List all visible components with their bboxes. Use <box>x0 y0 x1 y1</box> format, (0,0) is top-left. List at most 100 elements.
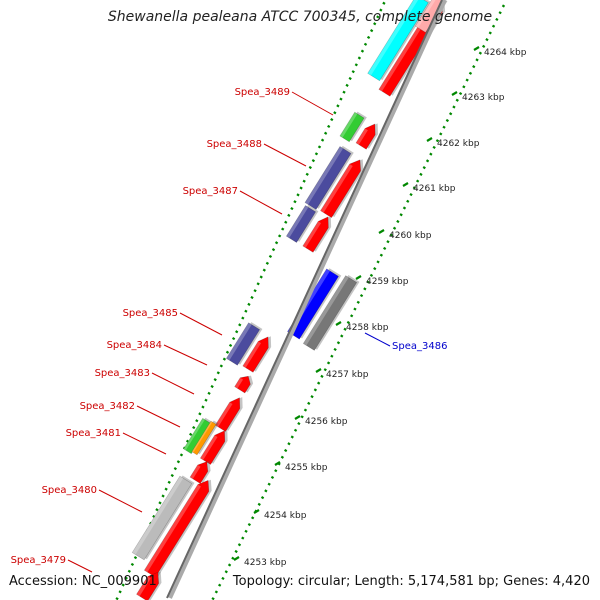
gc-tick <box>307 401 311 405</box>
gc-tick <box>213 378 217 382</box>
scale-tick <box>315 368 322 373</box>
gc-tick <box>179 453 184 457</box>
gc-tick <box>458 91 463 96</box>
gc-tick <box>373 267 377 271</box>
gc-tick <box>330 354 334 358</box>
feature-track <box>131 0 448 600</box>
gc-tick <box>363 287 367 291</box>
gene-label-spea-3488[interactable]: Spea_3488 <box>207 139 307 167</box>
backbone-line <box>166 0 443 599</box>
gc-tick <box>396 219 400 224</box>
gc-tick <box>219 364 223 368</box>
gc-tick <box>270 475 275 480</box>
gc-tick <box>351 70 355 74</box>
gc-tick <box>323 368 327 372</box>
svg-text:Spea_3484: Spea_3484 <box>107 340 162 351</box>
gc-tick <box>376 260 380 264</box>
scale-tick-label: 4263 kbp <box>462 93 505 103</box>
gc-tick <box>277 234 282 238</box>
gc-tick <box>189 432 193 436</box>
scale-tick-label: 4259 kbp <box>366 277 409 287</box>
gc-tick <box>280 455 285 459</box>
cds-3481 <box>189 461 211 484</box>
gene-label-spea-3487[interactable]: Spea_3487 <box>183 186 283 215</box>
gc-tick <box>498 11 502 15</box>
gc-tick <box>336 341 341 345</box>
purple-feature-3488 <box>304 145 354 210</box>
svg-text:Spea_3479: Spea_3479 <box>11 555 66 566</box>
gc-tick <box>260 496 265 500</box>
gc-tick <box>317 381 321 385</box>
lightgray-feature-3480 <box>131 475 195 561</box>
cds-3482 <box>199 430 228 465</box>
gc-tick <box>251 516 255 520</box>
gc-tick <box>432 145 436 150</box>
gene-label-spea-3480[interactable]: Spea_3480 <box>42 485 143 513</box>
gc-tick <box>237 543 242 547</box>
gc-tick <box>360 49 365 53</box>
purple-feature-3487 <box>285 204 319 243</box>
scale-tick <box>402 182 409 187</box>
gc-tick <box>366 35 371 40</box>
gc-tick <box>167 480 171 484</box>
gc-tick <box>333 347 337 352</box>
gc-tick <box>311 159 316 163</box>
gc-tick <box>267 482 271 486</box>
gc-tick <box>231 556 235 560</box>
gc-tick <box>222 357 227 361</box>
gc-tick <box>224 570 228 574</box>
cds-3480 <box>143 479 212 578</box>
scale-tick <box>355 275 362 280</box>
green-feature-3482 <box>183 417 214 455</box>
gc-tick <box>495 17 499 22</box>
scale-tick <box>451 91 458 96</box>
gene-label-spea-3485[interactable]: Spea_3485 <box>123 308 223 336</box>
gc-tick <box>402 206 407 210</box>
gc-tick <box>244 529 248 533</box>
gc-tick <box>192 425 196 430</box>
gc-tick <box>425 159 430 163</box>
gc-tick <box>336 104 340 108</box>
genome-backbone <box>166 0 447 599</box>
gc-tick <box>303 408 308 412</box>
gene-label-spea-3486[interactable]: Spea_3486 <box>364 332 447 352</box>
gc-tick <box>247 522 252 527</box>
gc-tick <box>416 179 420 183</box>
svg-text:Spea_3481: Spea_3481 <box>66 428 121 439</box>
accession-text: Accession: NC_009901 <box>9 574 157 589</box>
gc-tick <box>198 412 202 416</box>
gc-tick <box>354 63 358 67</box>
gc-tick <box>383 246 387 251</box>
scale-tick <box>335 321 342 326</box>
gc-tick <box>359 293 364 298</box>
gene-label-spea-3482[interactable]: Spea_3482 <box>80 401 181 428</box>
gc-tick <box>257 502 261 506</box>
gene-label-spea-3483[interactable]: Spea_3483 <box>95 368 195 395</box>
gc-tick <box>412 186 416 190</box>
gene-label-spea-3489[interactable]: Spea_3489 <box>235 87 334 116</box>
scale-tick-label: 4257 kbp <box>326 370 369 380</box>
scale-tick <box>473 46 480 51</box>
gc-tick <box>262 268 266 272</box>
gc-tick <box>376 15 380 19</box>
kbp-scale: 4253 kbp 4254 kbp 4255 kbp 4256 kbp 4257 kbp… <box>233 46 527 568</box>
gc-tick <box>300 415 304 419</box>
gc-tick <box>214 590 219 594</box>
gc-tick <box>370 29 374 33</box>
gc-tick <box>271 248 276 252</box>
gc-tick <box>310 395 314 399</box>
gc-tick <box>297 421 301 426</box>
gene-label-spea-3479[interactable]: Spea_3479 <box>11 555 93 573</box>
gc-tick <box>124 576 128 580</box>
gene-label-spea-3484[interactable]: Spea_3484 <box>107 340 208 366</box>
gc-tick <box>118 590 122 594</box>
gc-tick <box>121 583 125 587</box>
gc-tick <box>409 192 413 197</box>
gc-tick <box>207 391 211 395</box>
cds-3489 <box>355 123 378 150</box>
gene-label-spea-3481[interactable]: Spea_3481 <box>66 428 167 455</box>
gc-tick <box>268 254 273 259</box>
gc-tick <box>231 336 236 341</box>
genome-summary-text: Topology: circular; Length: 5,174,581 bp… <box>232 574 590 589</box>
